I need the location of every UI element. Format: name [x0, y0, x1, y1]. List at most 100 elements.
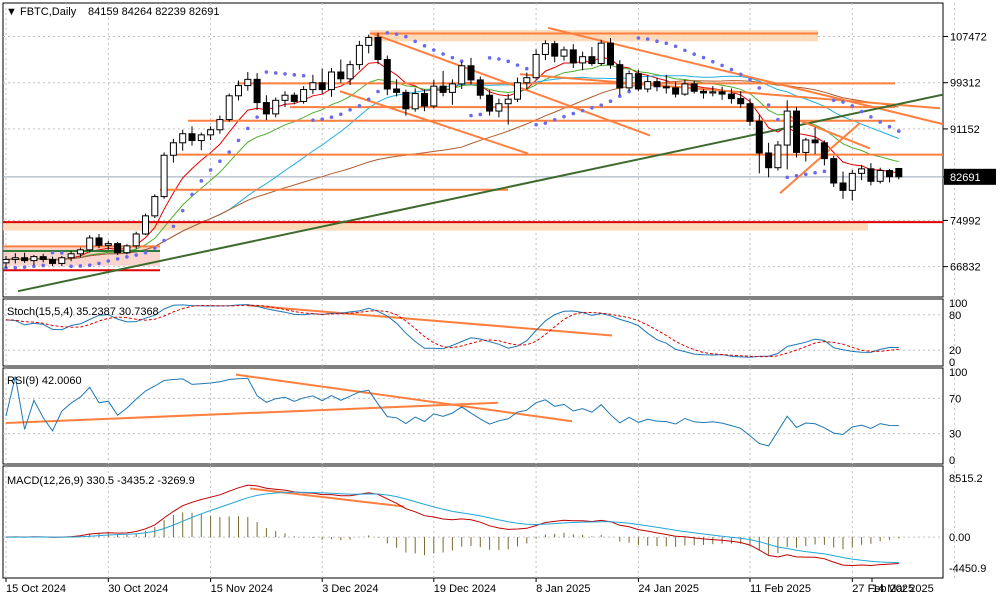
candle-body [300, 89, 308, 102]
psar-dot [580, 108, 585, 113]
candle-body [579, 56, 587, 64]
candle-body [476, 79, 484, 96]
candle-body [690, 83, 698, 92]
psar-dot [134, 253, 138, 257]
candle-body [402, 91, 410, 110]
rsi-pane-frame [2, 367, 944, 465]
rsi-scale-label: 70 [949, 393, 961, 405]
candle-body [355, 44, 363, 66]
psar-dot [376, 89, 380, 94]
chart-title-symbol: FBTC,Daily [20, 6, 77, 18]
candle-body [625, 73, 633, 89]
date-label: 8 Jan 2025 [536, 583, 590, 595]
candle-body [123, 245, 131, 254]
candle-body [318, 82, 326, 91]
candle-body [793, 110, 800, 153]
psar-dot [301, 73, 306, 78]
psar-dot [459, 59, 464, 63]
psar-dot [571, 111, 576, 116]
candle-body [95, 237, 103, 246]
psar-dot [50, 250, 55, 255]
psar-dot [469, 113, 473, 118]
candle-body [49, 258, 56, 264]
price-tick-label: 91152 [950, 124, 980, 136]
candle-body [858, 168, 866, 174]
psar-dot [590, 106, 594, 110]
candle-body [160, 154, 168, 198]
psar-dot [683, 48, 687, 53]
psar-dot [125, 255, 129, 259]
psar-dot [329, 115, 334, 120]
psar-dot [320, 117, 325, 122]
price-zone [3, 222, 868, 231]
candle-body [225, 95, 233, 121]
psar-dot [441, 52, 445, 56]
psar-dot [432, 48, 436, 52]
diagonal-trendline [779, 122, 861, 194]
psar-dot [60, 251, 64, 255]
psar-dot [264, 70, 269, 74]
psar-dot [348, 108, 352, 112]
psar-dot [69, 264, 73, 269]
candle-body [104, 243, 112, 246]
date-label: 15 Oct 2024 [6, 583, 66, 595]
psar-dot [776, 117, 780, 122]
diagonal-trendline [519, 73, 941, 110]
candle-body [597, 42, 605, 65]
macd-line [5, 484, 899, 567]
psar-dot [636, 36, 641, 40]
psar-dot [552, 118, 557, 122]
psar-dot [673, 44, 678, 49]
candle-body [132, 233, 140, 247]
stoch-scale-label: 80 [949, 310, 961, 322]
psar-dot [394, 32, 399, 36]
macd-pane-frame [2, 465, 944, 579]
candle-body [867, 168, 875, 182]
candle-body [830, 158, 838, 184]
candle-body [309, 82, 317, 91]
chart-title-arrow-icon[interactable]: ▼ [6, 6, 17, 18]
psar-dot [208, 168, 213, 172]
candle-body [30, 256, 38, 262]
psar-dot [339, 112, 343, 117]
macd-scale-label: 0.00 [949, 532, 970, 544]
psar-dot [246, 126, 250, 131]
candle-body [346, 64, 354, 80]
date-label: 30 Oct 2024 [108, 583, 168, 595]
rsi-scale-label: 30 [949, 429, 961, 441]
candle-body [700, 90, 707, 94]
psar-dot [497, 57, 501, 61]
psar-dot [562, 114, 566, 119]
psar-dot [487, 56, 492, 60]
candle-body [207, 129, 215, 136]
psar-dot [413, 39, 418, 44]
candle-body [569, 49, 577, 64]
psar-dot [599, 103, 603, 107]
candle-body [839, 182, 847, 191]
candle-body [142, 215, 149, 235]
candle-body [11, 257, 19, 260]
rsi-trendline [5, 401, 499, 425]
candle-body [383, 59, 391, 90]
psar-dot [627, 89, 631, 94]
candle-body [727, 93, 735, 100]
price-zone [370, 30, 818, 42]
stoch-scale-label: 0 [949, 357, 955, 369]
price-tick-label: 107472 [950, 31, 987, 43]
candle-body [365, 36, 373, 46]
psar-dot [645, 37, 650, 41]
psar-dot [655, 39, 659, 44]
psar-dot [711, 59, 715, 64]
psar-dot [115, 257, 120, 261]
candle-body [281, 94, 289, 101]
psar-dot [422, 44, 427, 48]
price-tick-label: 99312 [950, 78, 981, 90]
psar-dot [4, 266, 8, 270]
price-tick-label: 74992 [950, 215, 981, 227]
psar-dot [255, 115, 259, 119]
psar-dot [478, 112, 483, 117]
psar-dot [804, 172, 808, 177]
candle-body [458, 65, 466, 85]
candle-body [253, 78, 261, 104]
